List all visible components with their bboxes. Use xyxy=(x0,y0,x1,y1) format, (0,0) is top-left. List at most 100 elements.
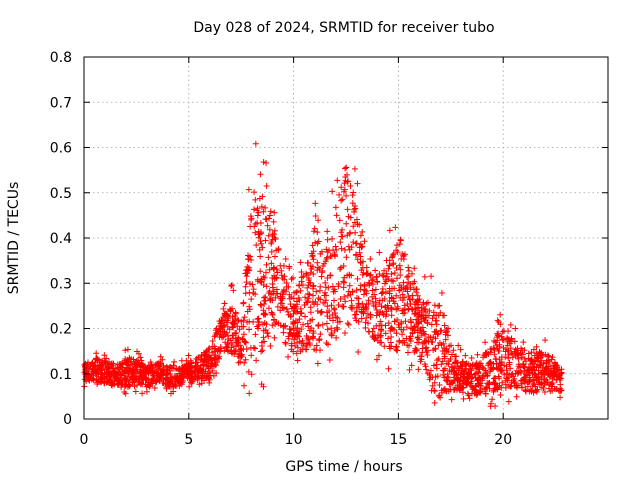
data-point xyxy=(443,360,450,367)
data-point xyxy=(438,387,445,394)
data-point xyxy=(388,277,395,284)
data-point xyxy=(158,369,165,376)
data-point xyxy=(246,253,253,260)
data-point xyxy=(392,224,399,231)
data-point xyxy=(241,382,248,389)
data-point xyxy=(477,389,484,396)
data-point xyxy=(384,302,391,309)
data-point xyxy=(504,336,511,343)
data-point xyxy=(455,342,462,349)
data-point xyxy=(257,219,264,226)
data-point xyxy=(497,392,504,399)
data-point xyxy=(494,366,501,373)
data-point xyxy=(429,382,436,389)
data-point xyxy=(499,328,506,335)
data-point xyxy=(167,390,174,397)
data-point xyxy=(393,330,400,337)
data-point xyxy=(200,361,207,368)
data-point xyxy=(391,270,398,277)
data-point xyxy=(304,341,311,348)
data-point xyxy=(429,374,436,381)
data-point xyxy=(465,369,472,376)
data-point xyxy=(249,281,256,288)
data-point xyxy=(176,366,183,373)
data-point xyxy=(101,352,108,359)
data-point xyxy=(415,319,422,326)
data-point xyxy=(354,275,361,282)
y-tick-label: 0.4 xyxy=(50,231,72,247)
data-point xyxy=(499,336,506,343)
data-point xyxy=(309,316,316,323)
data-point xyxy=(283,306,290,313)
data-point xyxy=(193,355,200,362)
data-point xyxy=(102,375,109,382)
data-point xyxy=(361,286,368,293)
data-point xyxy=(272,321,279,328)
data-point xyxy=(360,308,367,315)
data-point xyxy=(329,235,336,242)
data-point xyxy=(403,324,410,331)
data-point xyxy=(180,373,187,380)
data-point xyxy=(463,360,470,367)
data-point xyxy=(144,381,151,388)
data-point xyxy=(489,396,496,403)
data-point xyxy=(309,298,316,305)
data-point xyxy=(338,197,345,204)
data-point xyxy=(324,303,331,310)
data-point xyxy=(336,217,343,224)
data-point xyxy=(298,309,305,316)
data-point xyxy=(252,229,259,236)
data-point xyxy=(494,337,501,344)
data-point xyxy=(315,238,322,245)
data-point xyxy=(280,305,287,312)
data-point xyxy=(332,314,339,321)
data-point xyxy=(344,206,351,213)
data-point xyxy=(232,343,239,350)
data-point xyxy=(323,246,330,253)
data-point xyxy=(478,385,485,392)
data-point xyxy=(313,342,320,349)
data-point xyxy=(549,387,556,394)
data-point xyxy=(357,232,364,239)
data-point xyxy=(456,365,463,372)
data-point xyxy=(282,339,289,346)
data-point xyxy=(251,223,258,230)
data-point xyxy=(261,338,268,345)
data-point xyxy=(286,325,293,332)
data-point xyxy=(378,326,385,333)
data-point xyxy=(468,383,475,390)
data-point xyxy=(364,310,371,317)
data-point xyxy=(411,301,418,308)
data-point xyxy=(124,357,131,364)
data-point xyxy=(297,287,304,294)
data-point xyxy=(205,373,212,380)
data-point xyxy=(431,379,438,386)
data-point xyxy=(290,325,297,332)
data-point xyxy=(444,332,451,339)
data-point xyxy=(159,379,166,386)
data-point xyxy=(350,239,357,246)
data-point xyxy=(375,352,382,359)
data-point xyxy=(278,300,285,307)
data-point xyxy=(428,273,435,280)
data-point xyxy=(558,369,565,376)
data-point xyxy=(385,335,392,342)
data-point xyxy=(530,364,537,371)
data-point xyxy=(300,273,307,280)
data-point xyxy=(382,313,389,320)
data-point xyxy=(310,256,317,263)
data-point xyxy=(230,318,237,325)
data-point xyxy=(185,352,192,359)
data-point xyxy=(310,292,317,299)
data-point xyxy=(501,371,508,378)
data-point xyxy=(468,367,475,374)
data-point xyxy=(385,365,392,372)
data-point xyxy=(403,283,410,290)
data-point xyxy=(527,363,534,370)
data-point xyxy=(292,342,299,349)
data-point xyxy=(269,275,276,281)
data-point xyxy=(405,273,412,280)
data-point xyxy=(303,271,310,278)
data-point xyxy=(388,324,395,331)
data-point xyxy=(433,365,440,372)
